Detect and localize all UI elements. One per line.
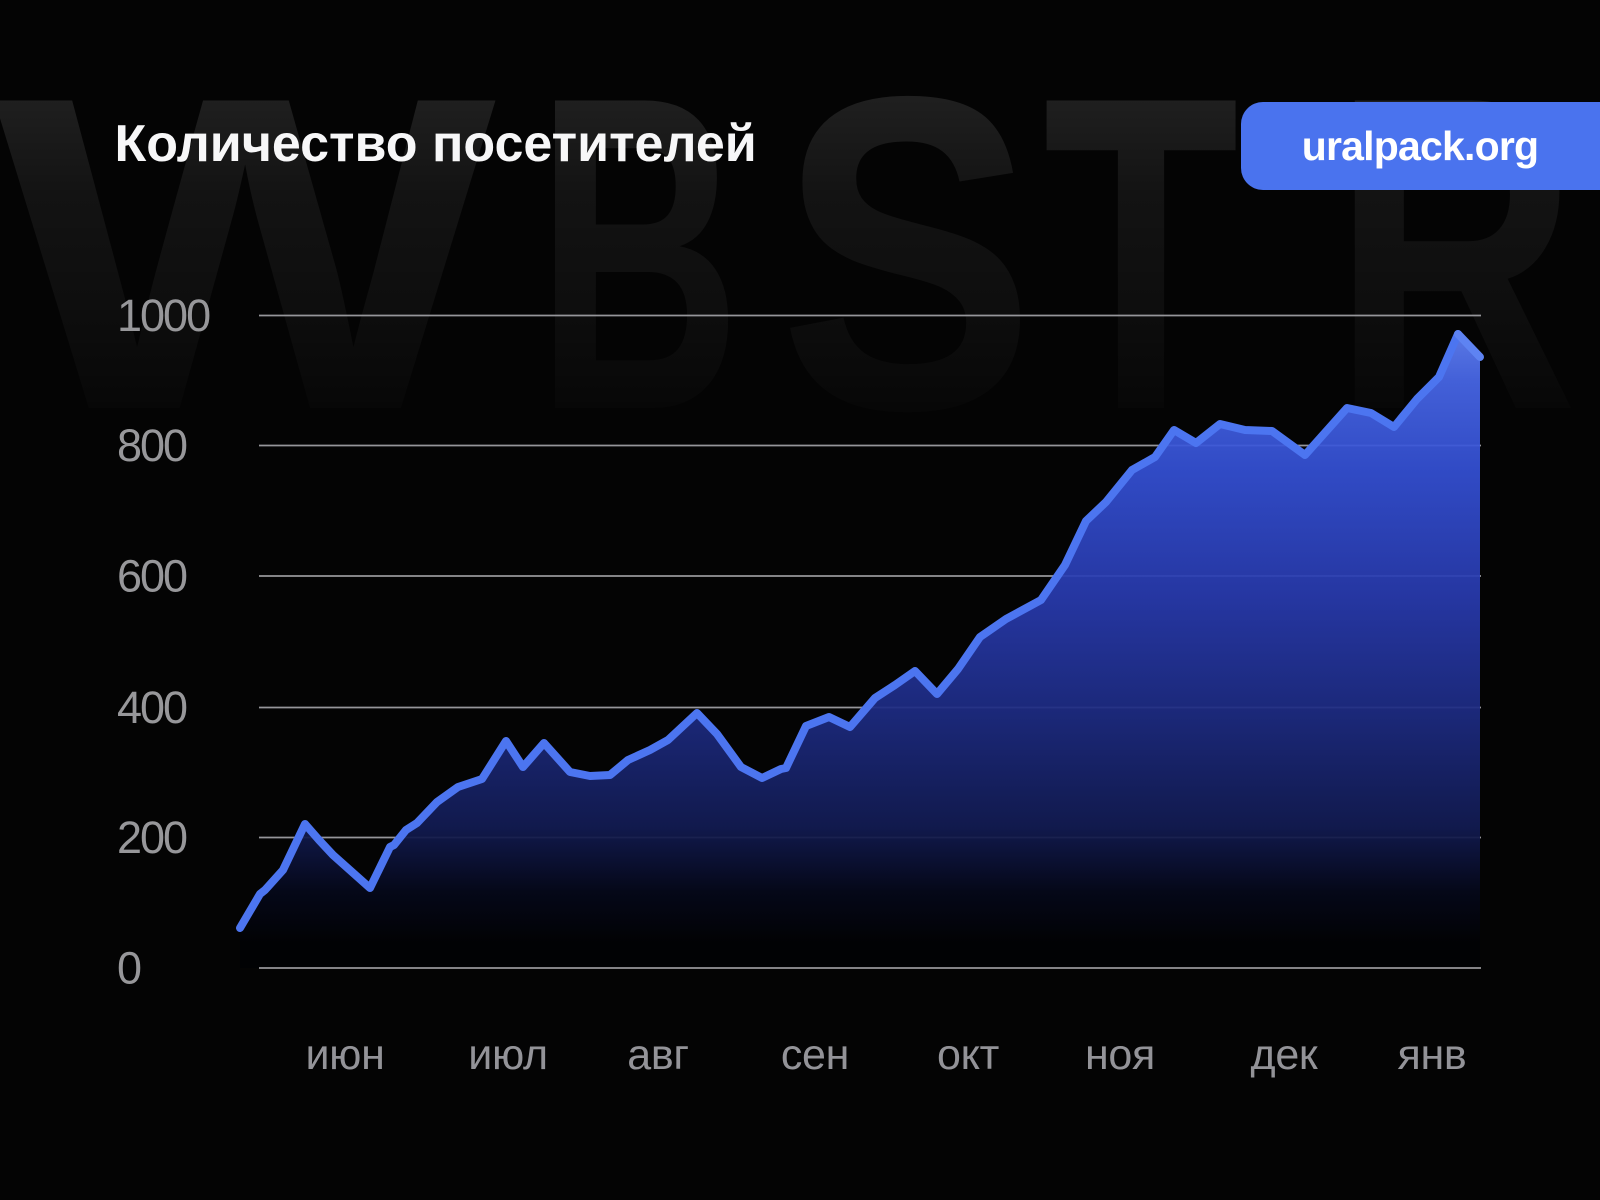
svg-text:июл: июл (468, 1031, 548, 1079)
svg-text:Количество посетителей: Количество посетителей (115, 115, 757, 173)
svg-text:uralpack.org: uralpack.org (1302, 123, 1538, 169)
svg-text:дек: дек (1251, 1031, 1319, 1079)
svg-text:сен: сен (781, 1031, 849, 1079)
svg-text:600: 600 (117, 551, 187, 602)
svg-text:W: W (0, 3, 501, 503)
svg-text:ноя: ноя (1085, 1031, 1155, 1079)
svg-text:800: 800 (117, 420, 187, 471)
svg-text:янв: янв (1398, 1031, 1467, 1079)
svg-text:200: 200 (117, 812, 187, 863)
svg-text:400: 400 (117, 682, 187, 733)
svg-text:0: 0 (117, 943, 141, 994)
svg-text:июн: июн (305, 1031, 384, 1079)
svg-text:T: T (1043, 3, 1239, 503)
svg-text:B: B (536, 3, 741, 503)
svg-text:S: S (779, 3, 1035, 503)
svg-text:окт: окт (937, 1031, 999, 1079)
svg-text:авг: авг (627, 1031, 689, 1079)
svg-text:1000: 1000 (117, 290, 210, 341)
